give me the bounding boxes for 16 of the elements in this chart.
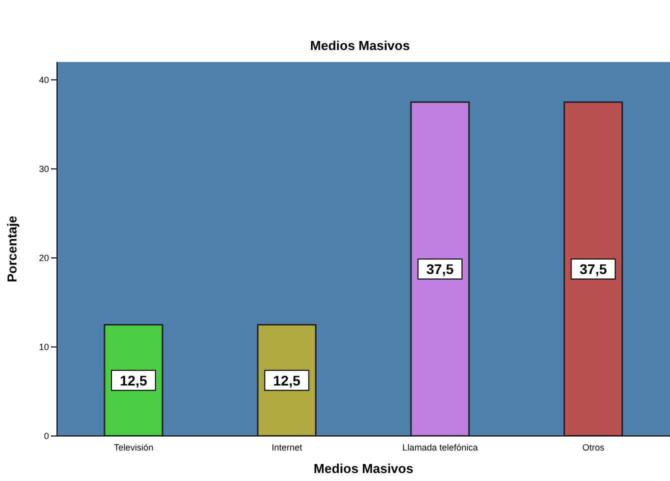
y-tick-label: 20 <box>38 253 49 264</box>
x-tick-label: Televisión <box>114 442 154 452</box>
x-tick-label: Llamada telefónica <box>402 442 478 452</box>
y-tick-label: 40 <box>38 75 49 86</box>
x-tick-label: Otros <box>582 442 605 452</box>
chart-title: Medios Masivos <box>310 38 410 53</box>
y-tick-label: 30 <box>38 164 49 174</box>
data-label: 12,5 <box>273 372 301 388</box>
y-axis-title: Porcentaje <box>4 216 20 282</box>
data-label: 37,5 <box>426 261 454 278</box>
data-label: 12,5 <box>120 372 148 388</box>
x-tick-label: Internet <box>272 442 303 452</box>
x-axis-title: Medios Masivos <box>314 461 414 476</box>
y-tick-label: 0 <box>44 431 49 442</box>
y-tick-label: 10 <box>38 342 49 352</box>
data-label: 37,5 <box>580 261 608 278</box>
